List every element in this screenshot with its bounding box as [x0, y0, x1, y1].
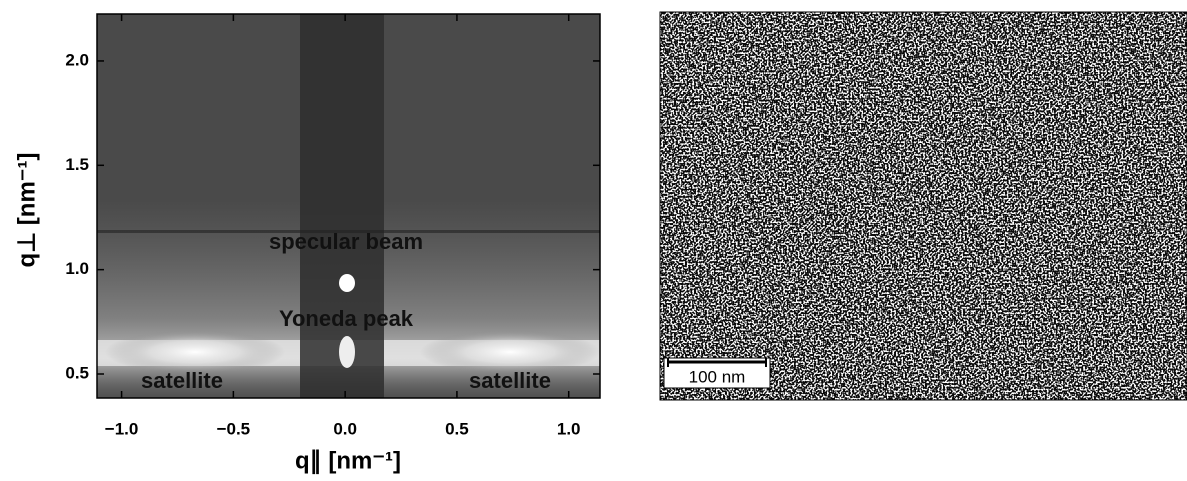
annotation: satellite	[469, 368, 551, 393]
y-tick-label: 1.0	[65, 259, 89, 278]
x-axis-label: q∥ [nm⁻¹]	[295, 447, 401, 474]
detector-image	[97, 14, 600, 398]
x-tick-label: 0.5	[445, 419, 469, 438]
annotation: specular beam	[269, 229, 423, 254]
y-tick-label: 0.5	[65, 363, 89, 382]
micrograph: 100 nm	[659, 11, 1187, 401]
x-tick-label: −1.0	[105, 419, 139, 438]
y-axis-label: q⊥ [nm⁻¹]	[13, 153, 40, 268]
x-tick-label: 0.0	[333, 419, 357, 438]
x-tick-label: 1.0	[557, 419, 581, 438]
y-tick-label: 2.0	[65, 50, 89, 69]
plot-frame	[96, 13, 601, 399]
annotation: Yoneda peak	[279, 306, 414, 331]
annotation: satellite	[141, 368, 223, 393]
x-tick-label: −0.5	[217, 419, 251, 438]
scale-bar-label: 100 nm	[689, 367, 746, 386]
y-tick-label: 1.5	[65, 155, 89, 174]
